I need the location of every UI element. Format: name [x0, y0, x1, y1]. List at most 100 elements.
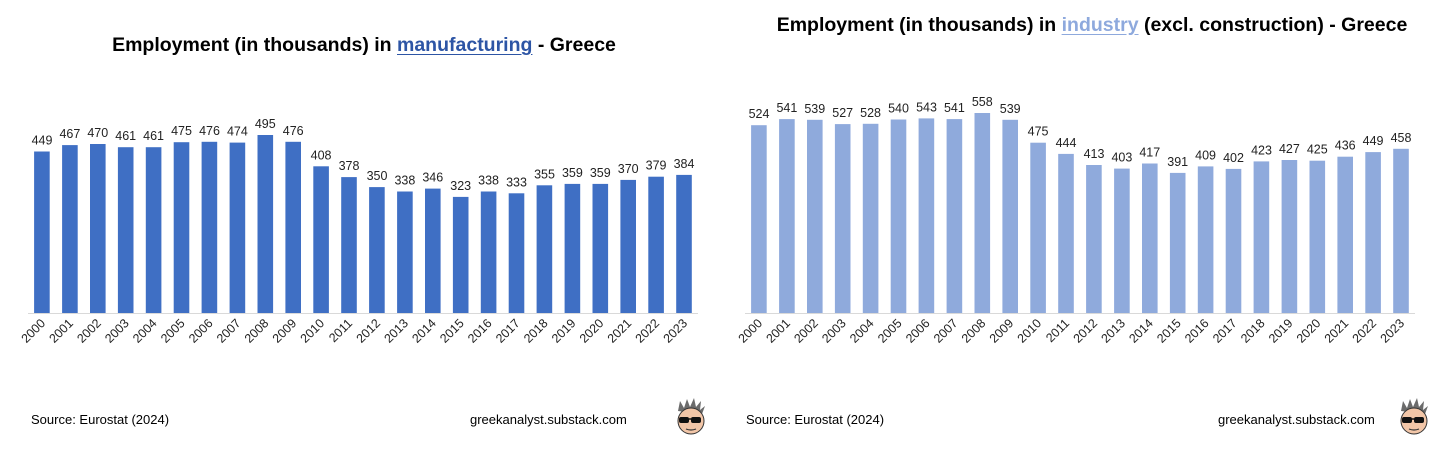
site-credit: greekanalyst.substack.com: [470, 412, 627, 427]
data-label-2015: 391: [1167, 155, 1188, 169]
x-tick-label-2006: 2006: [903, 316, 933, 346]
bar-2008: [257, 135, 274, 313]
x-tick-label-2005: 2005: [158, 316, 188, 346]
data-label-2020: 359: [590, 166, 611, 180]
bar-2020: [1309, 160, 1326, 313]
bar-2022: [648, 176, 664, 313]
data-label-2016: 338: [478, 174, 499, 188]
x-tick-label-2009: 2009: [270, 316, 300, 346]
bar-2007: [229, 142, 246, 313]
x-tick-label-2016: 2016: [465, 316, 495, 346]
data-label-2010: 408: [311, 148, 332, 162]
title-part-1: Employment (in thousands) in: [776, 14, 1062, 36]
x-tick-label-2007: 2007: [214, 316, 244, 346]
data-label-2013: 338: [394, 174, 415, 188]
data-label-2022: 449: [1363, 134, 1384, 148]
data-label-2013: 403: [1111, 151, 1132, 165]
x-tick-label-2020: 2020: [1294, 316, 1324, 346]
data-label-2007: 474: [227, 125, 248, 139]
bar-2005: [173, 142, 190, 313]
x-tick-label-2002: 2002: [791, 316, 821, 346]
x-tick-label-2007: 2007: [931, 316, 961, 346]
bar-2002: [90, 144, 106, 313]
bar-2023: [676, 174, 692, 313]
x-tick-label-2015: 2015: [1154, 316, 1184, 346]
chart-panel-manufacturing: Employment (in thousands) in manufacturi…: [19, 34, 705, 435]
x-tick-label-2000: 2000: [19, 316, 49, 346]
x-tick-label-2022: 2022: [1350, 316, 1380, 346]
data-label-2002: 470: [87, 126, 108, 140]
x-tick-label-2009: 2009: [987, 316, 1017, 346]
bar-2003: [834, 124, 851, 313]
x-tick-label-2022: 2022: [633, 316, 663, 346]
bar-2019: [1281, 160, 1298, 313]
bar-2020: [592, 183, 609, 313]
bar-2000: [34, 151, 50, 313]
x-tick-label-2001: 2001: [763, 316, 793, 346]
data-label-2014: 417: [1139, 146, 1160, 160]
title-highlight: industry: [1061, 14, 1139, 36]
bar-2006: [201, 141, 218, 313]
data-label-2012: 350: [367, 169, 388, 183]
x-tick-label-2008: 2008: [959, 316, 989, 346]
x-tick-label-2018: 2018: [1238, 316, 1268, 346]
x-tick-label-2010: 2010: [1015, 316, 1045, 346]
x-tick-label-2003: 2003: [102, 316, 132, 346]
data-label-2023: 384: [674, 157, 695, 171]
data-label-2021: 370: [618, 162, 639, 176]
bar-2010: [1030, 142, 1046, 313]
x-tick-label-2014: 2014: [1126, 316, 1156, 346]
bar-2009: [1002, 119, 1018, 313]
data-label-2019: 427: [1279, 142, 1300, 156]
data-label-2011: 444: [1056, 136, 1077, 150]
data-label-2001: 541: [776, 101, 797, 115]
bar-2010: [313, 166, 329, 313]
bar-2004: [145, 147, 162, 313]
data-label-2003: 527: [832, 106, 853, 120]
x-tick-label-2015: 2015: [437, 316, 467, 346]
data-label-2014: 346: [422, 171, 443, 185]
x-tick-label-2002: 2002: [74, 316, 104, 346]
data-label-2018: 423: [1251, 143, 1272, 157]
data-label-2001: 467: [59, 127, 80, 141]
data-label-2005: 540: [888, 102, 909, 116]
data-label-2002: 539: [804, 102, 825, 116]
x-tick-label-2017: 2017: [493, 316, 523, 346]
chart-panel-industry: Employment (in thousands) in industry (e…: [728, 0, 1456, 470]
data-label-2016: 409: [1195, 148, 1216, 162]
data-label-2019: 359: [562, 166, 583, 180]
bar-2000: [751, 125, 767, 313]
data-label-2004: 461: [143, 129, 164, 143]
data-label-2000: 449: [32, 134, 53, 148]
x-tick-label-2011: 2011: [326, 316, 355, 345]
data-label-2015: 323: [450, 179, 471, 193]
bar-2013: [1114, 168, 1130, 313]
x-tick-label-2008: 2008: [242, 316, 272, 346]
bar-2007: [946, 119, 963, 313]
x-tick-label-2017: 2017: [1210, 316, 1240, 346]
x-tick-label-2019: 2019: [549, 316, 579, 346]
data-label-2017: 333: [506, 175, 527, 189]
x-tick-label-2001: 2001: [46, 316, 76, 346]
data-label-2022: 379: [646, 159, 667, 173]
x-tick-label-2012: 2012: [354, 316, 384, 346]
bar-2019: [564, 183, 581, 313]
data-label-2023: 458: [1391, 131, 1412, 145]
x-tick-label-2021: 2021: [605, 316, 635, 346]
bar-2014: [425, 188, 441, 313]
data-label-2018: 355: [534, 167, 555, 181]
x-tick-label-2019: 2019: [1266, 316, 1296, 346]
x-tick-label-2018: 2018: [521, 316, 551, 346]
bar-2021: [620, 179, 636, 313]
x-tick-label-2013: 2013: [381, 316, 411, 346]
data-label-2006: 476: [199, 124, 220, 138]
bar-2015: [452, 196, 469, 313]
x-tick-label-2004: 2004: [130, 316, 160, 346]
source-note: Source: Eurostat (2024): [746, 412, 885, 427]
bar-2015: [1169, 172, 1186, 313]
x-tick-label-2006: 2006: [186, 316, 216, 346]
bar-2013: [397, 191, 413, 313]
bar-2016: [480, 191, 497, 313]
bar-2008: [974, 113, 991, 313]
data-label-2011: 378: [339, 159, 360, 173]
